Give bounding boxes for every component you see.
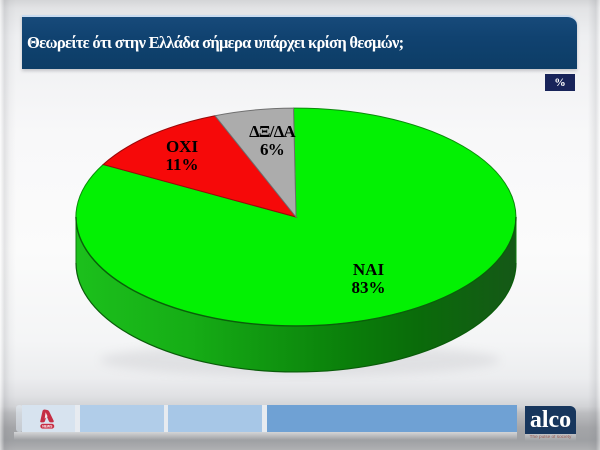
- svg-text:NEWS: NEWS: [42, 424, 53, 428]
